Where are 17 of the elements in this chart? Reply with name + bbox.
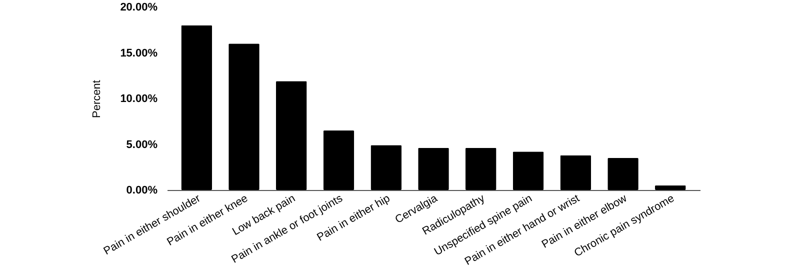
bar bbox=[228, 44, 260, 190]
y-tick-label: 10.00% bbox=[120, 93, 158, 105]
bar bbox=[181, 25, 212, 190]
bar bbox=[512, 152, 544, 190]
bar bbox=[418, 148, 449, 190]
bar bbox=[370, 145, 402, 190]
y-tick-label: 20.00% bbox=[120, 2, 158, 14]
y-axis-title: Percent bbox=[91, 80, 104, 118]
y-tick-label: 5.00% bbox=[126, 138, 158, 151]
bar bbox=[560, 155, 592, 190]
y-tick-label: 0.00% bbox=[126, 184, 158, 196]
bar bbox=[608, 158, 638, 190]
bar bbox=[465, 148, 496, 190]
bar bbox=[654, 185, 686, 190]
y-tick-label: 15.00% bbox=[120, 47, 158, 60]
bar bbox=[276, 81, 307, 190]
bar bbox=[323, 130, 354, 190]
